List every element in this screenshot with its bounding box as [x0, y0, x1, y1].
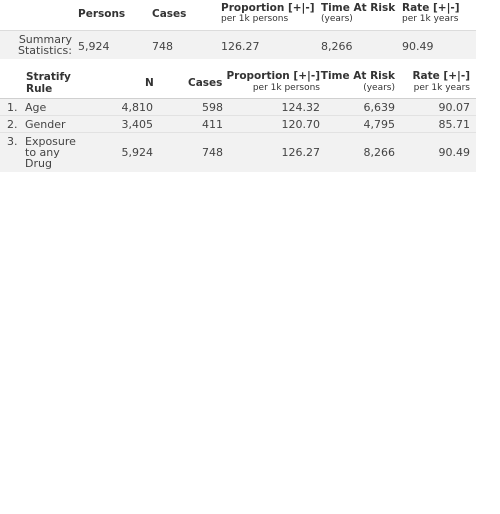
proportion-header-label: Proportion [+|-]: [221, 2, 315, 14]
summary-header: Persons Cases Proportion [+|-] per 1k pe…: [0, 0, 476, 30]
stratify-header: Stratify Rule N Cases Proportion [+|-] p…: [0, 68, 476, 98]
n-header[interactable]: N: [145, 77, 154, 89]
rate-header-sub: per 1k years: [402, 14, 459, 24]
row-rule: Gender: [25, 118, 66, 131]
row-rule: Age: [25, 101, 47, 114]
proportion-header[interactable]: Proportion [+|-] per 1k persons: [221, 2, 315, 25]
cases-header[interactable]: Cases: [152, 8, 187, 20]
row-index: 2.: [7, 118, 18, 131]
row-n: 3,405: [121, 118, 154, 131]
row-n: 5,924: [121, 146, 154, 159]
row-index: 1.: [7, 101, 18, 114]
row-rule-line3: Drug: [25, 157, 52, 170]
row-rule-line1: Exposure: [25, 135, 76, 148]
summary-label-line1: Summary: [18, 33, 72, 46]
summary-cases-value: 748: [152, 40, 173, 53]
stratify-body: 1. Age 4,810 598 124.32 6,639 90.07 2. G…: [0, 98, 476, 172]
summary-label-line2: Statistics:: [18, 44, 72, 57]
row-proportion: 120.70: [281, 118, 321, 131]
summary-proportion-value: 126.27: [221, 40, 260, 53]
row-cases: 598: [202, 101, 223, 114]
persons-header[interactable]: Persons: [78, 8, 126, 20]
stratify-time-at-risk-header-sub: (years): [363, 83, 395, 93]
row-proportion: 124.32: [281, 101, 321, 114]
rate-header-label: Rate [+|-]: [402, 2, 460, 14]
row-cases: 411: [202, 118, 223, 131]
summary-row-label: Summary Statistics:: [18, 34, 72, 56]
summary-statistics-row: Summary Statistics: 5,924 748 126.27 8,2…: [0, 30, 476, 59]
row-index: 3.: [7, 135, 18, 148]
stratify-time-at-risk-header[interactable]: Time At Risk (years): [321, 70, 395, 94]
time-at-risk-header-sub: (years): [321, 14, 353, 24]
summary-rate-value: 90.49: [402, 40, 434, 53]
stratify-proportion-header-label: Proportion [+|-]: [226, 70, 320, 82]
stratify-proportion-header[interactable]: Proportion [+|-] per 1k persons: [226, 70, 320, 94]
stratify-rule-header-line1: Stratify: [26, 71, 71, 83]
stratify-rule-header[interactable]: Stratify Rule: [26, 71, 71, 95]
row-rate: 85.71: [438, 118, 471, 131]
time-at-risk-header[interactable]: Time At Risk (years): [321, 2, 395, 25]
row-time-at-risk: 4,795: [363, 118, 396, 131]
table-row[interactable]: 3. Exposure to any Drug 5,924 748 126.27…: [0, 133, 476, 172]
summary-persons-value: 5,924: [78, 40, 110, 53]
summary-time-at-risk-value: 8,266: [321, 40, 353, 53]
stratify-cases-header[interactable]: Cases: [188, 77, 223, 89]
stratify-rate-header-label: Rate [+|-]: [412, 70, 470, 82]
rate-header[interactable]: Rate [+|-] per 1k years: [402, 2, 460, 25]
table-row[interactable]: 2. Gender 3,405 411 120.70 4,795 85.71: [0, 116, 476, 133]
stratify-time-at-risk-header-label: Time At Risk: [320, 70, 395, 82]
proportion-header-sub: per 1k persons: [221, 14, 289, 24]
stratify-proportion-header-sub: per 1k persons: [252, 83, 320, 93]
row-rate: 90.07: [438, 101, 471, 114]
stratify-rate-header[interactable]: Rate [+|-] per 1k years: [412, 70, 470, 94]
row-n: 4,810: [121, 101, 154, 114]
row-rule: Exposure to any Drug: [25, 136, 76, 169]
summary-table: Persons Cases Proportion [+|-] per 1k pe…: [0, 0, 476, 59]
row-time-at-risk: 8,266: [363, 146, 396, 159]
stratify-rate-header-sub: per 1k years: [413, 83, 470, 93]
row-cases: 748: [202, 146, 223, 159]
stratify-rule-header-line2: Rule: [26, 83, 53, 95]
row-rule-line2: to any: [25, 146, 60, 159]
stratify-table: Stratify Rule N Cases Proportion [+|-] p…: [0, 68, 476, 172]
row-proportion: 126.27: [281, 146, 321, 159]
time-at-risk-header-label: Time At Risk: [321, 2, 396, 14]
row-rate: 90.49: [438, 146, 471, 159]
row-time-at-risk: 6,639: [363, 101, 396, 114]
table-row[interactable]: 1. Age 4,810 598 124.32 6,639 90.07: [0, 99, 476, 116]
